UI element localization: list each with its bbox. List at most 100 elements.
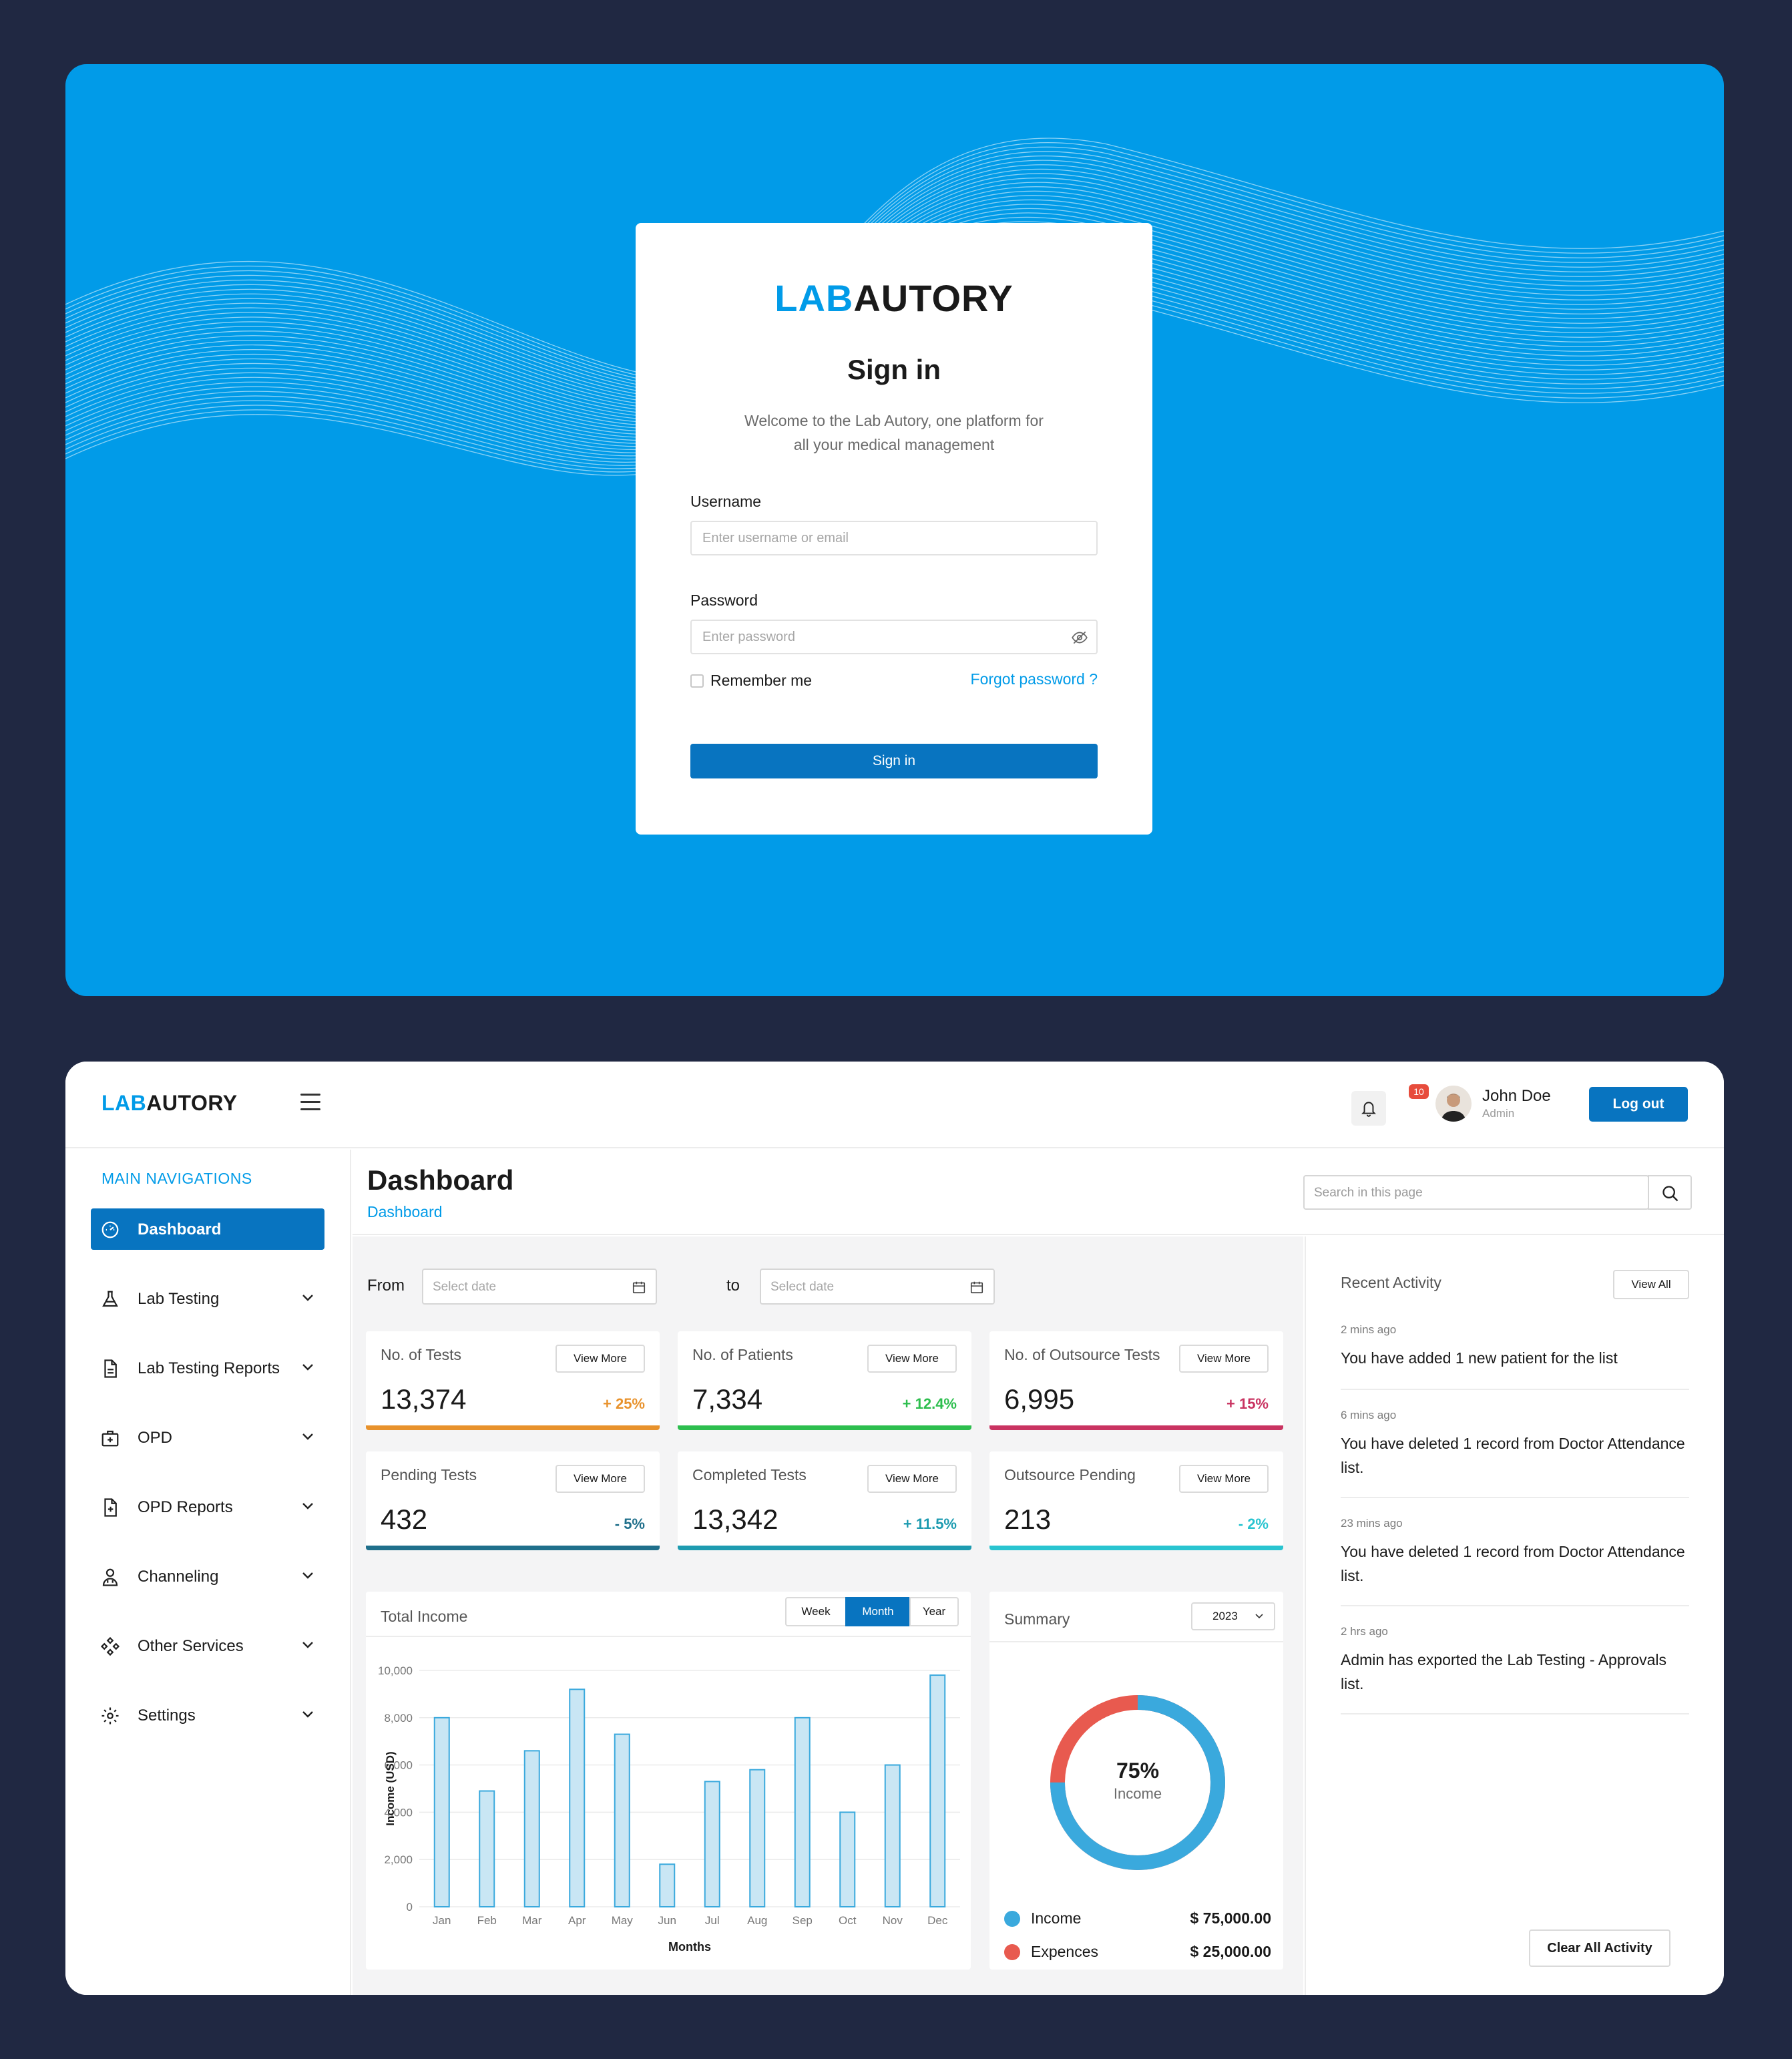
page-title: Dashboard [367, 1164, 514, 1196]
donut-group [1050, 1695, 1225, 1870]
x-tick-label: Jun [658, 1914, 676, 1927]
activity-item: 23 mins ago You have deleted 1 record fr… [1341, 1517, 1689, 1606]
stat-accent-bar [678, 1546, 971, 1550]
y-tick-label: 8,000 [384, 1712, 413, 1725]
forgot-password-link[interactable]: Forgot password ? [970, 670, 1098, 688]
activity-item: 2 mins ago You have added 1 new patient … [1341, 1323, 1689, 1390]
bar-nov [884, 1764, 901, 1907]
bar-mar [523, 1750, 540, 1907]
bar-sep [794, 1717, 811, 1908]
y-tick-label: 4,000 [384, 1806, 413, 1819]
stat-change: - 2% [1238, 1516, 1269, 1532]
donut-income-segment [1050, 1695, 1225, 1870]
view-all-button[interactable]: View All [1613, 1270, 1689, 1299]
stat-card-pending-tests: Pending Tests View More 432 - 5% [366, 1451, 660, 1550]
sidebar-item-lab-testing-reports[interactable]: Lab Testing Reports [91, 1347, 324, 1389]
login-screen: LABAUTORY Sign in Welcome to the Lab Aut… [65, 64, 1724, 996]
chevron-down-icon [302, 1503, 313, 1510]
signin-title: Sign in [847, 354, 941, 385]
stat-accent-bar [366, 1546, 660, 1550]
services-icon [100, 1636, 120, 1656]
chevron-down-icon [302, 1295, 313, 1301]
income-bar-chart: 0 2,000 4,000 6,000 8,000 10,000 Jan Feb Mar Apr M… [378, 1664, 960, 1954]
view-more-button[interactable]: View More [1179, 1465, 1269, 1493]
to-label: to [726, 1277, 740, 1295]
stat-change: + 15% [1226, 1395, 1269, 1412]
chevron-down-icon [1255, 1614, 1263, 1619]
medical-kit-icon [101, 1430, 119, 1447]
logo: LABAUTORY [774, 277, 1014, 319]
menu-toggle-icon[interactable] [300, 1094, 320, 1111]
password-field[interactable]: Enter password [690, 620, 1098, 654]
remember-checkbox[interactable] [690, 674, 704, 688]
activity-item: 6 mins ago You have deleted 1 record fro… [1341, 1409, 1689, 1498]
report-plus-icon [104, 1498, 117, 1517]
username-label: Username [690, 493, 762, 510]
x-tick-label: Mar [522, 1914, 542, 1927]
view-more-button[interactable]: View More [1179, 1345, 1269, 1373]
logout-button[interactable]: Log out [1589, 1087, 1688, 1122]
sidebar-item-other-services[interactable]: Other Services [91, 1625, 324, 1666]
sidebar-item-settings[interactable]: Settings [91, 1694, 324, 1736]
bar-jul [704, 1781, 720, 1907]
stat-value: 6,995 [1004, 1383, 1075, 1415]
x-tick-label: Sep [793, 1914, 813, 1927]
activity-title: Recent Activity [1341, 1274, 1441, 1291]
clear-all-activity-button[interactable]: Clear All Activity [1529, 1929, 1670, 1967]
sidebar-item-opd[interactable]: OPD [91, 1417, 324, 1458]
y-tick-label: 6,000 [384, 1759, 413, 1772]
bar-jun [659, 1863, 676, 1907]
x-tick-label: May [612, 1914, 634, 1927]
x-tick-label: Feb [477, 1914, 497, 1927]
sidebar-item-lab-testing[interactable]: Lab Testing [91, 1278, 324, 1319]
y-tick-label: 0 [407, 1901, 413, 1913]
flask-icon [102, 1291, 118, 1307]
sidebar-item-opd-reports[interactable]: OPD Reports [91, 1486, 324, 1528]
expences-legend-label: Expences [1031, 1943, 1099, 1960]
stat-value: 13,342 [692, 1504, 778, 1535]
tab-month[interactable]: Month [845, 1597, 911, 1626]
user-role: Admin [1482, 1107, 1515, 1120]
x-tick-label: Jul [705, 1914, 720, 1927]
year-select[interactable]: 2023 [1191, 1602, 1275, 1630]
stat-card-patients: No. of Patients View More 7,334 + 12.4% [678, 1331, 971, 1430]
top-bar: LABAUTORY 10 John Doe Admin Log out [65, 1062, 1724, 1148]
search-button[interactable] [1648, 1175, 1692, 1210]
x-tick-label: Apr [568, 1914, 586, 1927]
doctor-icon [102, 1568, 118, 1586]
x-tick-label: Jan [433, 1914, 451, 1927]
view-more-button[interactable]: View More [555, 1345, 645, 1373]
tab-week[interactable]: Week [785, 1597, 847, 1626]
notification-badge: 10 [1409, 1084, 1429, 1099]
stat-accent-bar [366, 1425, 660, 1430]
sidebar-item-channeling[interactable]: Channeling [91, 1556, 324, 1597]
user-name: John Doe [1482, 1087, 1551, 1105]
signin-button[interactable]: Sign in [690, 744, 1098, 778]
view-more-button[interactable]: View More [867, 1345, 957, 1373]
from-date-field[interactable]: Select date [422, 1269, 657, 1305]
to-date-field[interactable]: Select date [760, 1269, 995, 1305]
y-axis-label: Income (USD) [384, 1751, 397, 1825]
view-more-button[interactable]: View More [555, 1465, 645, 1493]
expences-legend-value: $ 25,000.00 [1190, 1943, 1271, 1960]
notifications-button[interactable] [1351, 1091, 1386, 1126]
main-content: From Select date to Select date No. of T… [353, 1236, 1303, 1995]
stat-card-tests: No. of Tests View More 13,374 + 25% [366, 1331, 660, 1430]
breadcrumb[interactable]: Dashboard [367, 1203, 443, 1220]
search-input[interactable]: Search in this page [1303, 1175, 1649, 1210]
stat-value: 7,334 [692, 1383, 763, 1415]
x-tick-label: Oct [839, 1914, 857, 1927]
eye-off-icon[interactable] [1071, 629, 1088, 646]
income-title: Total Income [381, 1608, 468, 1625]
remember-label: Remember me [710, 672, 813, 689]
income-legend-value: $ 75,000.00 [1190, 1909, 1271, 1927]
tab-year[interactable]: Year [909, 1597, 959, 1626]
sidebar: MAIN NAVIGATIONS Dashboard Lab Testing L… [65, 1150, 351, 1995]
view-more-button[interactable]: View More [867, 1465, 957, 1493]
username-field[interactable]: Enter username or email [690, 521, 1098, 555]
gear-icon [101, 1707, 119, 1725]
stat-accent-bar [989, 1425, 1283, 1430]
total-income-card: Total Income Week Month Year 0 2,000 4,000… [366, 1592, 971, 1970]
avatar[interactable] [1435, 1086, 1472, 1122]
sidebar-item-dashboard[interactable]: Dashboard [91, 1208, 324, 1250]
